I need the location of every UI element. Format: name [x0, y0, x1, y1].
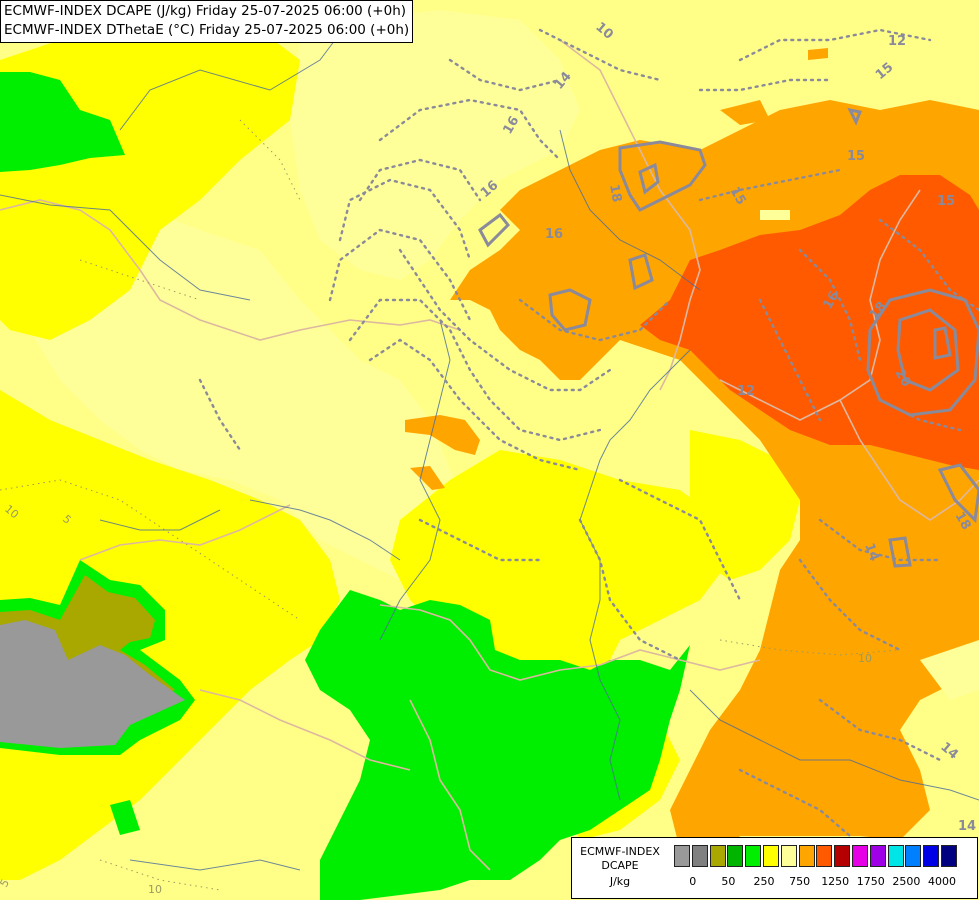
- contour-label: 15: [937, 194, 955, 209]
- contour-label: 18: [606, 183, 624, 203]
- legend-swatch: [745, 845, 762, 867]
- legend-swatch: [763, 845, 779, 867]
- dcape-yellow-area-right: [690, 430, 800, 580]
- legend-swatch: [727, 845, 744, 867]
- contour-label: 10: [148, 883, 162, 896]
- dcape-pale-area-2: [290, 10, 580, 280]
- legend-swatch: [834, 845, 851, 867]
- contour-label: 14: [861, 541, 881, 563]
- legend-tick-label: 50: [721, 875, 736, 888]
- legend-swatch: [691, 845, 708, 867]
- legend-tick-label: 2500: [892, 875, 921, 888]
- dthetae-solid-contours: [478, 107, 979, 568]
- legend-swatch: [780, 845, 797, 867]
- country-borders: [0, 39, 979, 871]
- legend-tick-label: 4000: [928, 875, 956, 888]
- title-line-dcape: ECMWF-INDEX DCAPE (J/kg) Friday 25-07-20…: [4, 3, 407, 19]
- color-legend: ECMWF-INDEX DCAPE J/kg 0 50 250 750 1250 1750…: [571, 837, 978, 899]
- legend-swatch: [869, 845, 886, 867]
- legend-tick-label: 250: [753, 875, 775, 888]
- legend-swatch: [816, 845, 833, 867]
- dthetae-dotted-contours: [198, 28, 979, 838]
- legend-swatch: [852, 845, 868, 867]
- contour-label: 10: [858, 652, 872, 665]
- legend-swatch: [941, 845, 957, 867]
- contour-label: 14: [958, 819, 976, 834]
- dcape-yellow-area-west: [0, 20, 300, 340]
- dcape-orange-patch-2: [410, 466, 445, 490]
- thin-dotted-contours: [0, 119, 901, 891]
- dcape-pale-island-2: [760, 210, 790, 220]
- legend-swatch: [709, 845, 726, 867]
- dcape-orange-patch-1: [405, 415, 480, 455]
- legend-swatch: [798, 845, 815, 867]
- title-line-dthetae: ECMWF-INDEX DThetaE (°C) Friday 25-07-20…: [4, 22, 410, 38]
- legend-swatch: [905, 845, 922, 867]
- legend-swatch: [923, 845, 940, 867]
- dcape-green-area-nw: [0, 72, 125, 172]
- dcape-yellow-area-sw: [0, 390, 340, 880]
- dcape-green-area-south: [305, 590, 690, 900]
- dcape-pale-island: [920, 640, 979, 700]
- contour-label: 12: [737, 384, 755, 399]
- contour-label: 15: [847, 149, 865, 164]
- legend-unit: J/kg: [609, 875, 631, 888]
- dcape-orange-patch-3: [720, 100, 770, 125]
- legend-title: ECMWF-INDEX: [580, 845, 660, 858]
- dcape-green-small-patch: [110, 800, 140, 835]
- legend-swatch: [674, 845, 690, 867]
- contour-label: 16: [545, 227, 563, 242]
- legend-tick-label: 1250: [821, 875, 850, 888]
- legend-variable: DCAPE: [601, 859, 639, 872]
- legend-swatch: [887, 845, 904, 867]
- legend-tick-label: 750: [789, 875, 811, 888]
- contour-label: 12: [888, 34, 906, 49]
- dcape-gray-area-west: [0, 620, 185, 748]
- dcape-orange-patch-4: [808, 48, 828, 60]
- map-title-box: ECMWF-INDEX DCAPE (J/kg) Friday 25-07-20…: [0, 0, 414, 43]
- legend-tick-label: 0: [689, 875, 697, 888]
- legend-tick-label: 1750: [856, 875, 885, 888]
- dcape-redorange-area: [640, 175, 979, 470]
